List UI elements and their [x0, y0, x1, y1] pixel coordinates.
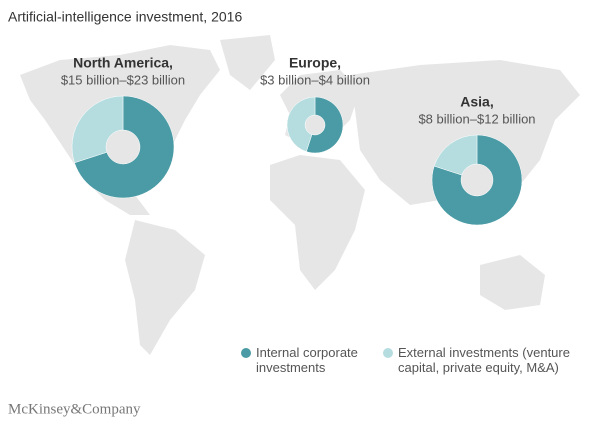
donut-segment [71, 95, 124, 164]
donut-segment [431, 134, 523, 226]
region-name: Europe, [289, 55, 341, 71]
legend-swatch [383, 348, 393, 358]
legend-label: Internal corporate investments [256, 345, 358, 375]
donut-segment [306, 96, 344, 154]
donut-segment [433, 134, 478, 176]
legend-label: External investments (venture capital, p… [398, 345, 570, 375]
region-range: $15 billion–$23 billion [61, 72, 185, 87]
chart-title: Artificial-intelligence investment, 2016 [8, 9, 242, 25]
donut-segment [74, 95, 175, 199]
footer: McKinsey&Company [8, 401, 141, 417]
region-range: $3 billion–$4 billion [260, 72, 370, 87]
region-name: North America, [73, 55, 173, 71]
legend-swatch [241, 348, 251, 358]
donut-segment [286, 96, 316, 152]
region-name: Asia, [460, 94, 493, 110]
region-range: $8 billion–$12 billion [418, 111, 535, 126]
